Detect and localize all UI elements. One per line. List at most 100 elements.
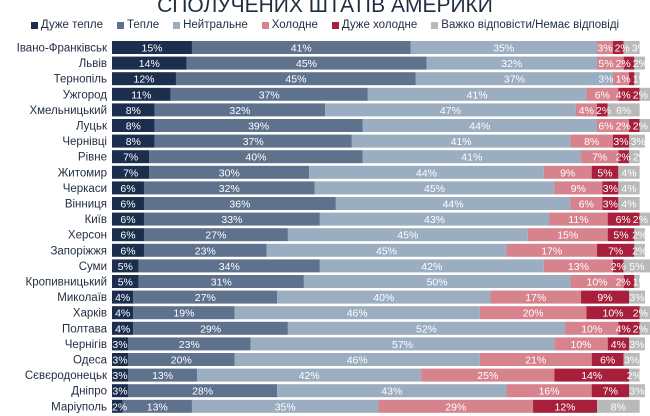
- category-label: Житомир: [58, 167, 107, 179]
- data-label: 30%: [219, 167, 240, 179]
- bar-segment: [127, 368, 198, 382]
- bar-segment: [335, 197, 571, 210]
- category-label: Тернопіль: [54, 74, 107, 86]
- data-label: 44%: [416, 167, 437, 179]
- category-label: Луцьк: [76, 121, 108, 133]
- data-label: 3%: [632, 43, 647, 55]
- bar-segment: [490, 290, 582, 304]
- data-label: 42%: [421, 261, 442, 273]
- legend-label: Дуже холодне: [341, 19, 418, 31]
- bar-segment: [506, 243, 598, 257]
- bar-segment: [138, 259, 320, 273]
- data-label: 3%: [603, 183, 618, 195]
- bar-segment: [629, 290, 645, 304]
- data-label: 37%: [504, 74, 525, 86]
- category-label: Кропивницький: [26, 277, 107, 289]
- data-label: 2%: [112, 401, 127, 413]
- data-label: 2%: [632, 230, 647, 242]
- data-label: 4%: [616, 89, 631, 101]
- data-label: 4%: [579, 105, 594, 117]
- data-label: 3%: [629, 386, 644, 398]
- data-label: 5%: [597, 167, 612, 179]
- bar-segment: [570, 275, 624, 288]
- bar-segment: [112, 87, 171, 101]
- bar-segment: [154, 103, 326, 117]
- category-label: Полтава: [62, 323, 108, 335]
- data-label: 10%: [581, 323, 602, 335]
- data-label: 6%: [579, 199, 594, 211]
- bar-segment: [618, 181, 640, 195]
- data-label: 5%: [118, 261, 133, 273]
- bar-segment: [127, 337, 251, 351]
- bar-segment: [591, 165, 619, 179]
- data-label: 52%: [416, 323, 437, 335]
- bar-segment: [597, 399, 640, 413]
- data-label: 2%: [616, 58, 631, 70]
- bar-segment: [629, 119, 640, 132]
- data-label: 11%: [131, 89, 151, 101]
- data-label: 42%: [299, 370, 320, 382]
- category-label: Херсон: [68, 230, 107, 242]
- bar-segment: [149, 165, 310, 179]
- bar-segment: [234, 353, 480, 366]
- legend-label: Холодне: [271, 19, 318, 31]
- data-label: 2%: [633, 323, 648, 335]
- data-label: 2%: [616, 152, 631, 164]
- data-label: 29%: [200, 323, 221, 335]
- data-label: 3%: [603, 199, 618, 211]
- data-label: 35%: [493, 43, 514, 55]
- bar-segment: [639, 119, 650, 132]
- category-label: Суми: [79, 261, 107, 273]
- data-label: 2%: [616, 121, 631, 133]
- bar-segment: [303, 275, 571, 288]
- data-label: 27%: [205, 230, 226, 242]
- bar-segment: [623, 353, 640, 366]
- bar-segment: [149, 150, 363, 164]
- bar-segment: [570, 134, 614, 148]
- data-label: 45%: [376, 245, 397, 257]
- data-label: 50%: [427, 277, 448, 289]
- bar-segment: [479, 353, 592, 366]
- data-label: 41%: [291, 43, 312, 55]
- data-label: 3%: [624, 355, 639, 367]
- bar-segment: [112, 165, 150, 179]
- data-label: 40%: [245, 152, 266, 164]
- bar-segment: [170, 87, 368, 101]
- data-label: 3%: [112, 386, 127, 398]
- bar-segment: [634, 56, 645, 70]
- data-label: 3%: [112, 355, 127, 367]
- data-label: 20%: [523, 308, 544, 320]
- data-label: 6%: [120, 245, 135, 257]
- bar-segment: [112, 56, 187, 70]
- bar-segment: [426, 56, 598, 70]
- bar-segment: [421, 368, 555, 382]
- data-label: 47%: [440, 105, 461, 117]
- bar-segment: [597, 103, 608, 117]
- data-label: 21%: [525, 355, 546, 367]
- bar-segment: [112, 212, 144, 226]
- legend-label: Важко відповісти/Немає відповіді: [441, 19, 620, 31]
- bar-segment: [607, 212, 640, 226]
- data-label: 8%: [126, 136, 141, 148]
- bar-segment: [175, 72, 416, 86]
- legend-label: Дуже тепле: [40, 19, 103, 31]
- legend-swatch: [173, 21, 181, 29]
- data-label: 11%: [568, 214, 588, 226]
- data-label: 46%: [347, 308, 368, 320]
- bar-segment: [266, 243, 507, 257]
- bar-segment: [629, 72, 635, 86]
- bar-segment: [618, 87, 640, 101]
- data-label: 8%: [126, 121, 141, 133]
- bar-segment: [618, 165, 640, 179]
- bar-segment: [127, 353, 235, 366]
- category-label: Київ: [85, 214, 107, 226]
- data-label: 3%: [631, 136, 646, 148]
- data-label: 8%: [611, 401, 626, 413]
- legend-item: Холодне: [261, 19, 318, 31]
- data-label: 32%: [229, 105, 250, 117]
- data-label: 33%: [221, 214, 242, 226]
- bar-segment: [607, 228, 635, 242]
- data-label: 1%: [633, 74, 648, 86]
- bar-segment: [287, 228, 528, 242]
